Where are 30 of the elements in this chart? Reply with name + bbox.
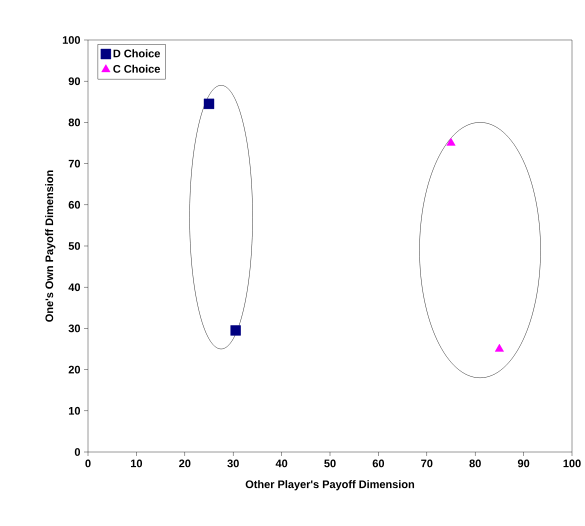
x-axis-title: Other Player's Payoff Dimension	[246, 480, 414, 490]
y-tick-label: 90	[68, 77, 80, 86]
y-tick-label: 70	[68, 160, 80, 168]
point	[230, 325, 241, 336]
y-tick-label: 20	[68, 366, 80, 374]
x-tick-label: 30	[227, 460, 239, 468]
x-tick-label: 80	[469, 460, 481, 468]
x-tick-label: 50	[324, 460, 336, 468]
point	[204, 98, 214, 110]
y-tick-label: 30	[68, 324, 80, 332]
y-axis-title: One's Own Payoff Dimension	[45, 170, 56, 322]
x-tick-label: 40	[276, 460, 288, 468]
y-tick-label: 10	[68, 406, 80, 415]
y-tick-label: 50	[68, 242, 80, 250]
y-tick-label: 40	[68, 283, 80, 292]
x-tick-label: 90	[518, 460, 530, 468]
x-tick-label: 10	[130, 460, 142, 468]
y-tick-label: 0	[74, 448, 80, 456]
point	[494, 344, 504, 352]
x-tick-label: 100	[564, 460, 581, 468]
x-tick-label: 60	[372, 460, 384, 468]
y-tick-label: 80	[68, 118, 80, 126]
x-tick-label: 0	[85, 460, 91, 468]
x-tick-label: 20	[179, 460, 190, 468]
y-tick-label: 60	[68, 200, 80, 209]
legend-label: C Choice	[113, 64, 160, 73]
legend-label: D Choice	[114, 49, 160, 58]
y-tick-label: 100	[62, 36, 80, 44]
x-tick-label: 70	[421, 460, 432, 468]
point	[446, 138, 456, 146]
